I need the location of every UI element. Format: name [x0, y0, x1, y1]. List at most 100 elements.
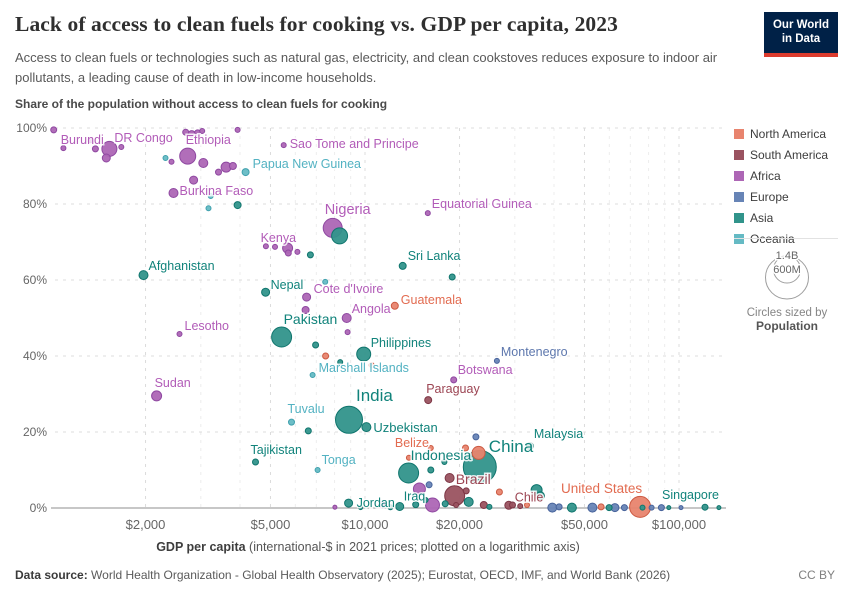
point-sudan[interactable]	[151, 390, 163, 402]
legend-item-asia[interactable]: Asia	[734, 211, 828, 225]
point-equatorial-guinea[interactable]	[424, 210, 431, 217]
point[interactable]	[566, 502, 577, 513]
point[interactable]	[471, 445, 486, 460]
point[interactable]	[337, 359, 344, 366]
point-sri-lanka[interactable]	[398, 261, 407, 270]
point[interactable]	[322, 352, 330, 360]
point[interactable]	[547, 502, 558, 513]
point[interactable]	[427, 445, 434, 451]
point[interactable]	[378, 501, 386, 509]
point[interactable]	[358, 505, 364, 511]
point-indonesia[interactable]	[398, 462, 420, 484]
point-belize[interactable]	[405, 454, 412, 461]
point-pakistan[interactable]	[271, 326, 293, 348]
point-botswana[interactable]	[450, 376, 458, 384]
point[interactable]	[666, 505, 672, 511]
point-guatemala[interactable]	[390, 301, 399, 310]
point[interactable]	[233, 201, 242, 210]
point[interactable]	[301, 306, 310, 314]
point[interactable]	[322, 278, 329, 285]
point-uzbekistan[interactable]	[361, 422, 372, 433]
point[interactable]	[462, 487, 470, 495]
point[interactable]	[648, 504, 655, 511]
point[interactable]	[189, 175, 199, 185]
point[interactable]	[587, 502, 598, 513]
point[interactable]	[215, 168, 222, 176]
point[interactable]	[441, 500, 449, 508]
point-tuvalu[interactable]	[288, 418, 295, 426]
point-burkina-faso[interactable]	[168, 188, 179, 198]
point[interactable]	[91, 145, 99, 153]
point[interactable]	[422, 497, 429, 503]
point[interactable]	[101, 153, 111, 163]
legend-item-south-america[interactable]: South America	[734, 148, 828, 162]
point[interactable]	[427, 466, 435, 474]
point[interactable]	[425, 481, 433, 489]
point[interactable]	[463, 496, 474, 507]
point[interactable]	[605, 504, 613, 512]
point-montenegro[interactable]	[493, 357, 500, 364]
point[interactable]	[168, 158, 175, 165]
point[interactable]	[262, 243, 269, 250]
point-india[interactable]	[335, 405, 363, 434]
point[interactable]	[555, 503, 563, 511]
license-link[interactable]: CC BY	[798, 568, 835, 582]
point-papua-new-guinea[interactable]	[241, 168, 250, 177]
point-iraq[interactable]	[395, 502, 405, 511]
point[interactable]	[272, 243, 278, 250]
point[interactable]	[344, 329, 351, 336]
point[interactable]	[678, 505, 684, 511]
point[interactable]	[412, 501, 420, 509]
point[interactable]	[182, 128, 190, 136]
point[interactable]	[205, 205, 212, 212]
point[interactable]	[199, 128, 206, 134]
point[interactable]	[162, 155, 169, 161]
point[interactable]	[387, 504, 394, 511]
point[interactable]	[448, 273, 456, 281]
point[interactable]	[87, 137, 94, 144]
point[interactable]	[331, 227, 349, 245]
point[interactable]	[462, 444, 469, 452]
point[interactable]	[639, 504, 646, 511]
point-afghanistan[interactable]	[138, 270, 149, 281]
point[interactable]	[535, 491, 545, 501]
point-singapore[interactable]	[701, 503, 709, 511]
point[interactable]	[368, 362, 375, 369]
point-angola[interactable]	[341, 313, 352, 323]
point-sao-tome-and-principe[interactable]	[280, 142, 287, 149]
point[interactable]	[60, 145, 67, 152]
point-marshall-islands[interactable]	[309, 372, 316, 378]
point[interactable]	[495, 488, 503, 496]
point[interactable]	[486, 503, 493, 510]
point[interactable]	[479, 501, 488, 509]
point[interactable]	[332, 504, 338, 510]
point-philippines[interactable]	[356, 346, 372, 362]
point-tajikistan[interactable]	[252, 458, 259, 466]
point-tonga[interactable]	[314, 467, 321, 473]
point[interactable]	[312, 341, 320, 349]
point[interactable]	[453, 502, 460, 508]
point-jordan[interactable]	[344, 498, 354, 508]
legend-item-north-america[interactable]: North America	[734, 127, 828, 141]
point[interactable]	[620, 504, 628, 512]
point-ethiopia[interactable]	[179, 147, 197, 165]
legend-item-africa[interactable]: Africa	[734, 169, 828, 183]
point[interactable]	[306, 251, 314, 259]
point[interactable]	[509, 501, 516, 509]
point-cote-d-ivoire[interactable]	[302, 292, 312, 302]
point[interactable]	[441, 459, 448, 465]
legend-item-oceania[interactable]: Oceania	[734, 232, 828, 246]
point[interactable]	[657, 504, 665, 512]
point-lesotho[interactable]	[176, 331, 183, 337]
point[interactable]	[304, 427, 312, 435]
point[interactable]	[294, 248, 301, 255]
point-nepal[interactable]	[261, 287, 271, 297]
point[interactable]	[118, 144, 125, 150]
point[interactable]	[524, 502, 530, 508]
point[interactable]	[517, 503, 524, 510]
point[interactable]	[412, 482, 426, 496]
point-malaysia[interactable]	[525, 442, 534, 451]
point[interactable]	[425, 497, 440, 513]
point[interactable]	[284, 249, 292, 257]
point[interactable]	[198, 158, 209, 168]
